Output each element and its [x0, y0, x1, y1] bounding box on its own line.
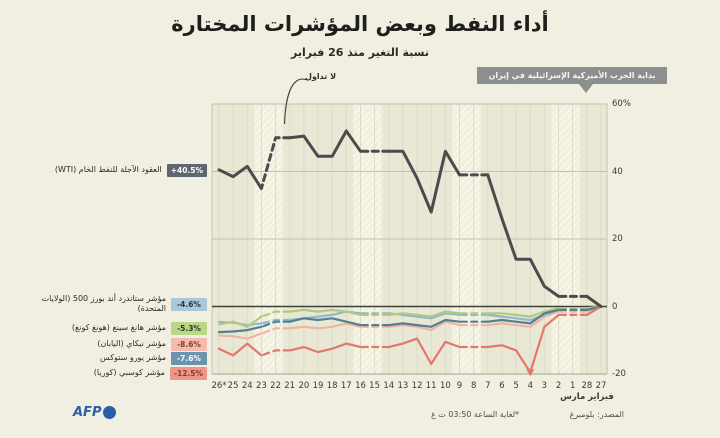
y-tick: 0 — [612, 301, 618, 312]
x-tick: 26* — [211, 381, 227, 391]
x-tick: 13 — [397, 381, 409, 391]
afp-logo-text: AFP — [73, 405, 102, 420]
eurostoxx-value-badge: -7.6% — [171, 352, 207, 365]
sp500-value-badge: -4.6% — [171, 297, 207, 311]
nikkei-label: مؤشر نيكاي (اليابان) — [97, 339, 166, 349]
x-tick: 15 — [369, 381, 380, 391]
x-tick: 4 — [527, 381, 533, 391]
y-tick: -20 — [612, 369, 626, 379]
legend-row-wti: العقود الآجلة للنفط الخام (WTI) +40.5% — [55, 164, 207, 177]
afp-logo: AFP — [73, 405, 117, 420]
kospi-label: مؤشر كوسبي (كوريا) — [93, 368, 165, 378]
page-title: أداء النفط وبعض المؤشرات المختارة — [171, 12, 549, 36]
x-tick: 22 — [270, 381, 281, 391]
callout-arrow-icon — [579, 84, 593, 93]
x-tick: 10 — [439, 381, 451, 391]
x-tick: 5 — [513, 381, 519, 391]
wti-value-badge: +40.5% — [166, 164, 207, 177]
legend-row-hangseng: مؤشر هانغ سينغ (هونغ كونغ) -5.3% — [72, 322, 207, 335]
month-label: فبراير — [588, 392, 614, 402]
x-tick: 28 — [581, 381, 593, 391]
x-tick: 27 — [595, 381, 607, 391]
no-trading-annotation: لا تداول — [305, 72, 337, 81]
source-credit: المصدر: بلومبرغ — [569, 410, 624, 419]
month-label: مارس — [560, 392, 586, 402]
kospi-value-badge: -12.5% — [169, 367, 207, 380]
sp500-label: مؤشر ستاندرد أند بورز 500 (الولايات المت… — [41, 294, 166, 314]
page-subtitle: نسبة التغير منذ 26 فبراير — [291, 46, 429, 59]
legend-row-eurostoxx: مؤشر يورو ستوكس -7.6% — [100, 352, 207, 365]
x-tick: 18 — [326, 381, 338, 391]
afp-globe-icon — [103, 406, 117, 419]
hangseng-value-badge: -5.3% — [171, 322, 207, 335]
wti-label: العقود الآجلة للنفط الخام (WTI) — [54, 165, 162, 175]
legend-row-nikkei: مؤشر نيكاي (اليابان) -8.6% — [97, 338, 207, 351]
x-tick: 12 — [411, 381, 423, 391]
x-tick: 21 — [284, 381, 296, 391]
legend-row-sp500: مؤشر ستاندرد أند بورز 500 (الولايات المت… — [38, 294, 207, 315]
y-tick: 40 — [612, 166, 623, 177]
y-tick: 60% — [612, 99, 631, 109]
x-tick: 19 — [312, 381, 324, 391]
x-tick: 25 — [227, 381, 239, 391]
x-tick: 11 — [425, 381, 437, 391]
eurostoxx-label: مؤشر يورو ستوكس — [100, 353, 166, 363]
x-tick: 7 — [485, 381, 491, 391]
y-tick: 20 — [612, 234, 623, 244]
legend-row-kospi: مؤشر كوسبي (كوريا) -12.5% — [94, 367, 207, 380]
x-tick: 1 — [569, 381, 576, 391]
footnote-time: *لغاية الساعة 03:50 ت غ — [430, 410, 520, 419]
x-tick: 2 — [555, 381, 562, 391]
hangseng-label: مؤشر هانغ سينغ (هونغ كونغ) — [71, 323, 166, 333]
x-tick: 23 — [255, 381, 267, 391]
x-tick: 3 — [541, 381, 548, 391]
x-tick: 14 — [383, 381, 395, 391]
x-tick: 20 — [298, 381, 310, 391]
war-start-callout: بداية الحرب الأميركية الإسرائيلية في إير… — [477, 67, 667, 93]
x-tick: 6 — [499, 381, 505, 391]
nikkei-value-badge: -8.6% — [171, 338, 207, 351]
x-tick: 8 — [470, 381, 477, 391]
x-tick: 17 — [340, 381, 352, 391]
war-start-label: بداية الحرب الأميركية الإسرائيلية في إير… — [488, 71, 656, 80]
x-tick: 16 — [355, 381, 366, 391]
x-tick: 9 — [456, 381, 463, 391]
x-tick: 24 — [241, 381, 253, 391]
